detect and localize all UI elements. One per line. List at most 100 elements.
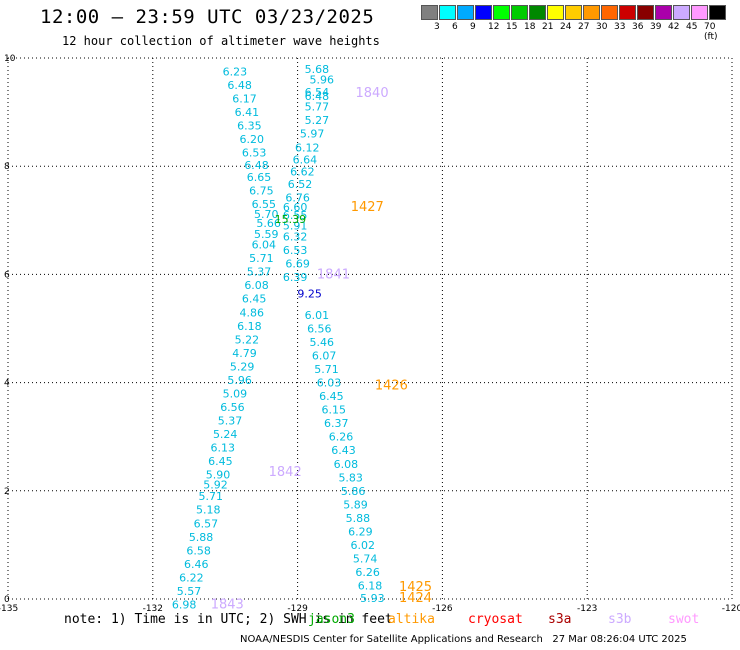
swh-value: 6.65 <box>247 171 272 184</box>
swh-value: 6.23 <box>223 66 248 79</box>
swh-value: 6.55 <box>252 198 277 211</box>
color-scale-label: 70 (ft) <box>704 22 718 42</box>
color-swatch <box>637 5 654 20</box>
swh-value: 6.08 <box>244 279 269 292</box>
swh-value: 5.88 <box>346 512 371 525</box>
swh-value: 5.71 <box>314 363 339 376</box>
track-number: 1424 <box>399 591 432 606</box>
y-tick-label: 2 <box>4 487 10 497</box>
swh-value: 6.69 <box>285 258 310 271</box>
color-swatch <box>619 5 636 20</box>
color-swatch <box>511 5 528 20</box>
note-text: note: 1) Time is in UTC; 2) SWH is in fe… <box>64 612 393 627</box>
legend-item-jason3: jason3 <box>308 612 355 627</box>
x-tick-label: -126 <box>432 604 453 614</box>
color-swatch <box>547 5 564 20</box>
swh-value: 5.71 <box>249 252 274 265</box>
color-swatch <box>601 5 618 20</box>
swh-value: 5.27 <box>305 114 330 127</box>
swh-value: 6.03 <box>317 377 342 390</box>
color-swatch <box>439 5 456 20</box>
color-scale-label: 24 <box>560 22 572 32</box>
swh-value: 5.22 <box>235 333 260 346</box>
swh-value: 5.37 <box>247 266 272 279</box>
swh-value: 6.07 <box>312 350 337 363</box>
legend-item-s3a: s3a <box>548 612 572 627</box>
color-swatch <box>475 5 492 20</box>
x-tick-labels: -135 -132 -129 -126 -123 -120 <box>0 604 740 614</box>
color-swatch <box>565 5 582 20</box>
legend-item-s3b: s3b <box>608 612 632 627</box>
swh-value: 6.60 <box>283 201 308 214</box>
track-number: 1842 <box>269 465 302 480</box>
swh-value: 6.52 <box>288 178 313 191</box>
swh-value: 6.26 <box>329 431 354 444</box>
chart-subtitle: 12 hour collection of altimeter wave hei… <box>62 34 380 48</box>
x-tick-label: -120 <box>722 604 740 614</box>
swh-value: 6.48 <box>305 90 330 103</box>
track-number: 1840 <box>356 86 389 101</box>
swh-value: 5.96 <box>309 74 334 87</box>
track-number: 1843 <box>211 597 244 612</box>
swh-value: 6.46 <box>184 558 209 571</box>
legend-item-swot: swot <box>668 612 700 627</box>
swh-value: 5.59 <box>254 228 279 241</box>
swh-value: 6.53 <box>283 244 308 257</box>
swh-value: 6.29 <box>348 525 373 538</box>
swh-value: 6.45 <box>319 390 344 403</box>
track-number: 1426 <box>375 378 408 393</box>
color-scale-label: 45 <box>686 22 698 32</box>
swh-value: 5.96 <box>227 374 252 387</box>
swh-value: 5.74 <box>353 552 378 565</box>
swh-value: 6.32 <box>283 231 308 244</box>
swh-value: 6.20 <box>239 133 264 146</box>
footer-credit: NOAA/NESDIS Center for Satellite Applica… <box>240 634 687 645</box>
color-scale-label: 9 <box>470 22 476 32</box>
swh-value: 6.45 <box>242 293 267 306</box>
color-scale-label: 3 <box>434 22 440 32</box>
y-tick-label: 0 <box>4 595 10 605</box>
swh-value: 6.48 <box>227 79 252 92</box>
legend-item-cryosat: cryosat <box>468 612 523 627</box>
swh-value: 6.15 <box>322 404 347 417</box>
swh-value: 5.91 <box>283 220 308 233</box>
x-tick-label: -135 <box>0 604 18 614</box>
swh-value: 4.79 <box>232 347 257 360</box>
swh-value: 5.46 <box>309 336 334 349</box>
swh-value: 9.25 <box>297 287 322 300</box>
color-scale-label: 21 <box>542 22 554 32</box>
swh-value: 6.04 <box>252 239 277 252</box>
y-tick-label: 8 <box>4 162 10 172</box>
swh-value: 6.26 <box>355 566 380 579</box>
swh-value: 5.92 <box>203 478 228 491</box>
swh-value: 5.90 <box>206 469 231 482</box>
track-number: 1841 <box>317 267 350 282</box>
color-scale-label: 27 <box>578 22 590 32</box>
swh-value: 6.75 <box>249 185 274 198</box>
swh-value: 6.62 <box>290 166 315 179</box>
wave-height-values: 5.685.966.546.485.775.275.976.126.646.62… <box>172 63 385 612</box>
color-swatch <box>529 5 546 20</box>
color-scale-label: 18 <box>524 22 536 32</box>
swh-value: 6.55 <box>283 209 308 222</box>
color-swatch <box>655 5 672 20</box>
swh-value: 5.88 <box>189 531 214 544</box>
color-swatch <box>709 5 726 20</box>
x-tick-label: -129 <box>287 604 308 614</box>
swh-value: 5.71 <box>198 490 223 503</box>
color-scale-label: 39 <box>650 22 662 32</box>
swh-value: 5.68 <box>305 63 330 76</box>
swh-value: 6.12 <box>295 141 320 154</box>
swh-value: 6.22 <box>179 571 204 584</box>
x-tick-label: -123 <box>577 604 597 614</box>
color-swatch <box>457 5 474 20</box>
swh-value: 6.56 <box>307 323 332 336</box>
swh-value: 5.86 <box>341 485 366 498</box>
swh-value: 6.57 <box>194 517 219 530</box>
y-tick-labels: 0 2 4 6 8 10 <box>4 54 16 605</box>
swh-value: 6.39 <box>283 271 308 284</box>
legend-item-altika: altika <box>388 612 435 627</box>
track-number: 1427 <box>351 200 384 215</box>
swh-value: 6.43 <box>331 444 356 457</box>
swh-value: 5.09 <box>223 387 248 400</box>
